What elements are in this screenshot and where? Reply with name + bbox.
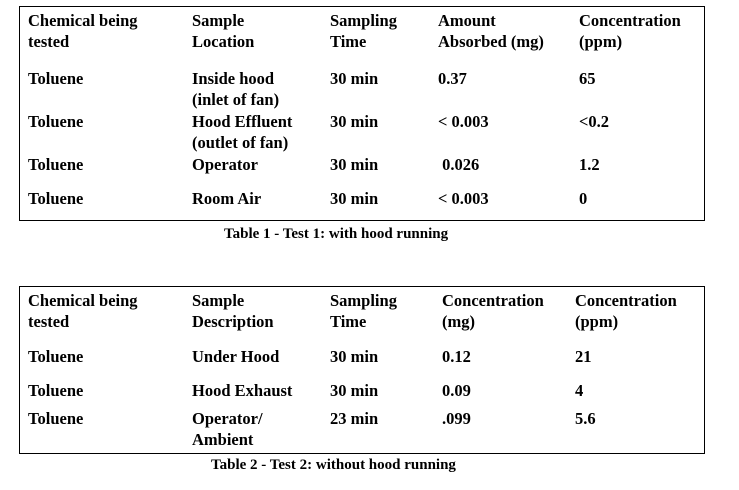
table-1-header-concentration: Concentration (ppm) xyxy=(579,11,681,51)
table-2-header-time: Sampling Time xyxy=(330,291,397,331)
table-2-row-3-chemical: Toluene xyxy=(28,409,84,428)
table-1-row-1-concentration: 65 xyxy=(579,69,596,88)
table-2-row-3-description: Operator/Ambient xyxy=(192,409,263,449)
table-1-row-1-chemical: Toluene xyxy=(28,69,84,88)
table-1-caption: Table 1 - Test 1: with hood running xyxy=(224,226,449,242)
table-1-row-4-time: 30 min xyxy=(330,189,379,208)
table-2-header-chemical: Chemical being tested xyxy=(28,291,138,331)
table-1-row-4-amount: < 0.003 xyxy=(438,189,489,208)
table-1-row-3-chemical: Toluene xyxy=(28,155,84,174)
table-1-row-2-chemical: Toluene xyxy=(28,112,84,131)
table-1-header-location: Sample Location xyxy=(192,11,255,51)
table-1-row-3-amount: 0.026 xyxy=(438,155,480,174)
table-2-row-1-description: Under Hood xyxy=(192,347,280,366)
table-1-header-chemical: Chemical being tested xyxy=(28,11,138,51)
table-2-row-1-chemical: Toluene xyxy=(28,347,84,366)
table-2-header-concentration-mg: Concentration (mg) xyxy=(442,291,544,331)
table-2-row-2-description: Hood Exhaust xyxy=(192,381,293,400)
table-1-row-4-concentration: 0 xyxy=(579,189,588,208)
table-2-row-2-chemical: Toluene xyxy=(28,381,84,400)
table-2-row-1-time: 30 min xyxy=(330,347,379,366)
table-2-header-description: Sample Description xyxy=(192,291,274,331)
table-1-row-2-concentration: <0.2 xyxy=(579,112,610,131)
table-2-row-3-concentration-ppm: 5.6 xyxy=(575,409,596,428)
table-1-header-amount: Amount Absorbed (mg) xyxy=(438,11,544,51)
table-2: Chemical being tested Sample Description S… xyxy=(19,286,705,454)
table-1-row-3-concentration: 1.2 xyxy=(579,155,600,174)
table-1-row-2-location: Hood Effluent (outlet of fan) xyxy=(192,112,293,152)
table-1-header-time: Sampling Time xyxy=(330,11,397,51)
table-2-row-3-time: 23 min xyxy=(330,409,379,428)
table-1-row-3-location: Operator xyxy=(192,155,258,174)
table-2-row-3-concentration-mg: .099 xyxy=(442,409,471,428)
table-1-row-4-chemical: Toluene xyxy=(28,189,84,208)
table-1-row-4-location: Room Air xyxy=(192,189,262,208)
table-1-row-1-amount: 0.37 xyxy=(438,69,467,88)
table-2-row-2-concentration-mg: 0.09 xyxy=(442,381,471,400)
table-2-row-1-concentration-mg: 0.12 xyxy=(442,347,471,366)
table-1-row-2-amount: < 0.003 xyxy=(438,112,489,131)
table-1-row-2-time: 30 min xyxy=(330,112,379,131)
table-1-row-1-location: Inside hood (inlet of fan) xyxy=(192,69,280,109)
table-1-row-3-time: 30 min xyxy=(330,155,379,174)
table-2-caption: Table 2 - Test 2: without hood running xyxy=(211,457,456,473)
table-2-header-concentration-ppm: Concentration (ppm) xyxy=(575,291,677,331)
table-1: Chemical being tested Sample Location Samp… xyxy=(19,6,705,221)
table-2-row-2-concentration-ppm: 4 xyxy=(575,381,584,400)
table-2-row-1-concentration-ppm: 21 xyxy=(575,347,592,366)
table-2-row-2-time: 30 min xyxy=(330,381,379,400)
table-1-row-1-time: 30 min xyxy=(330,69,379,88)
